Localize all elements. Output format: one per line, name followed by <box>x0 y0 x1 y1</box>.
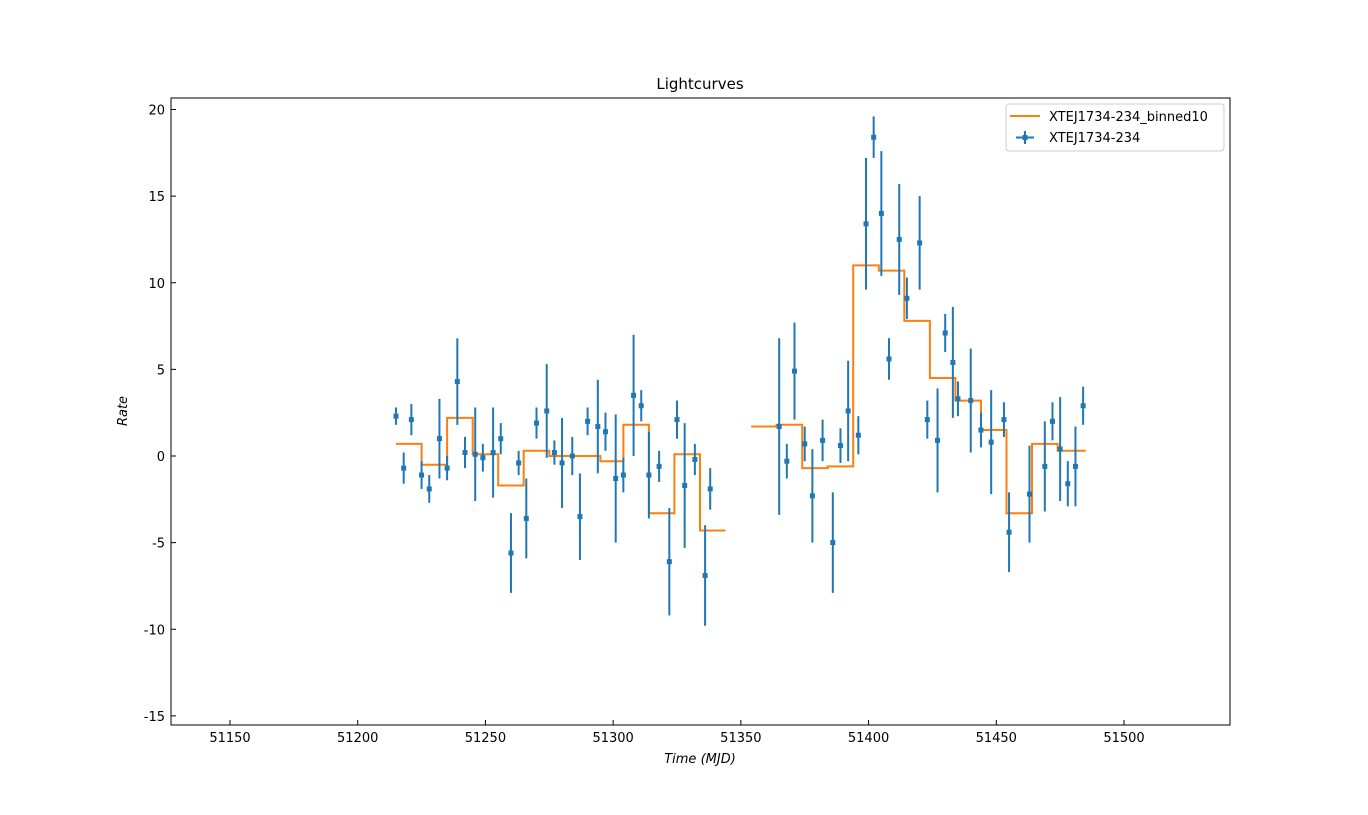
data-point <box>887 356 892 361</box>
data-point <box>455 379 460 384</box>
data-point <box>1001 417 1006 422</box>
y-tick-label: -10 <box>144 623 165 638</box>
y-tick-label: 5 <box>157 363 165 378</box>
data-point <box>675 417 680 422</box>
data-point <box>838 443 843 448</box>
data-point <box>524 516 529 521</box>
data-point <box>462 450 467 455</box>
data-point <box>897 237 902 242</box>
data-point <box>544 408 549 413</box>
data-point <box>1073 464 1078 469</box>
data-point <box>1027 492 1032 497</box>
x-tick-label: 51200 <box>337 731 378 746</box>
data-point <box>925 417 930 422</box>
data-point <box>480 455 485 460</box>
legend-binned-label: XTEJ1734-234_binned10 <box>1049 110 1208 125</box>
data-point <box>1065 481 1070 486</box>
y-tick-label: 0 <box>157 450 165 465</box>
data-point <box>534 421 539 426</box>
x-tick-label: 51500 <box>1103 731 1144 746</box>
y-axis-label: Rate <box>116 396 131 426</box>
data-point <box>427 486 432 491</box>
x-tick-label: 51400 <box>848 731 889 746</box>
data-point <box>491 450 496 455</box>
data-point <box>871 135 876 140</box>
x-tick-label: 51300 <box>592 731 633 746</box>
data-point <box>657 464 662 469</box>
data-point <box>419 473 424 478</box>
data-point <box>1050 419 1055 424</box>
data-point <box>955 396 960 401</box>
data-point <box>708 486 713 491</box>
data-point <box>595 424 600 429</box>
data-point <box>1081 403 1086 408</box>
data-point <box>810 493 815 498</box>
data-point <box>560 460 565 465</box>
data-point <box>904 296 909 301</box>
data-point <box>1007 530 1012 535</box>
data-point <box>394 414 399 419</box>
x-tick-label: 51450 <box>976 731 1017 746</box>
data-point <box>943 330 948 335</box>
data-point <box>978 428 983 433</box>
data-point <box>917 240 922 245</box>
data-point <box>613 476 618 481</box>
data-point <box>1058 447 1063 452</box>
x-tick-label: 51350 <box>720 731 761 746</box>
legend-points-swatch-marker <box>1023 135 1028 140</box>
data-point <box>646 473 651 478</box>
data-point <box>473 452 478 457</box>
data-point <box>830 540 835 545</box>
data-point <box>792 369 797 374</box>
data-point <box>639 403 644 408</box>
data-point <box>570 454 575 459</box>
data-point <box>989 440 994 445</box>
data-point <box>437 436 442 441</box>
data-point <box>935 438 940 443</box>
data-point <box>879 211 884 216</box>
data-point <box>784 459 789 464</box>
y-tick-label: -15 <box>144 710 165 725</box>
data-point <box>409 417 414 422</box>
y-tick-label: 20 <box>148 104 165 119</box>
chart-title: Lightcurves <box>656 75 743 93</box>
data-point <box>1042 464 1047 469</box>
x-tick-label: 51250 <box>465 731 506 746</box>
data-point <box>631 393 636 398</box>
data-point <box>577 514 582 519</box>
x-axis-label: Time (MJD) <box>664 752 736 767</box>
data-point <box>856 433 861 438</box>
y-tick-label: 15 <box>148 190 165 205</box>
data-point <box>603 429 608 434</box>
y-tick-label: -5 <box>152 537 165 552</box>
data-point <box>820 438 825 443</box>
data-point <box>508 551 513 556</box>
data-point <box>667 559 672 564</box>
data-point <box>516 460 521 465</box>
data-point <box>950 360 955 365</box>
data-point <box>802 441 807 446</box>
legend: XTEJ1734-234_binned10 XTEJ1734-234 <box>1006 104 1224 151</box>
data-point <box>692 457 697 462</box>
data-point <box>777 424 782 429</box>
y-tick-label: 10 <box>148 277 165 292</box>
data-point <box>585 419 590 424</box>
data-point <box>401 466 406 471</box>
data-point <box>864 221 869 226</box>
data-point <box>498 436 503 441</box>
x-tick-label: 51150 <box>209 731 250 746</box>
legend-points-label: XTEJ1734-234 <box>1049 131 1140 146</box>
data-point <box>703 573 708 578</box>
data-point <box>968 398 973 403</box>
data-point <box>552 450 557 455</box>
data-point <box>682 483 687 488</box>
data-point <box>846 408 851 413</box>
data-point <box>621 473 626 478</box>
data-point <box>445 466 450 471</box>
